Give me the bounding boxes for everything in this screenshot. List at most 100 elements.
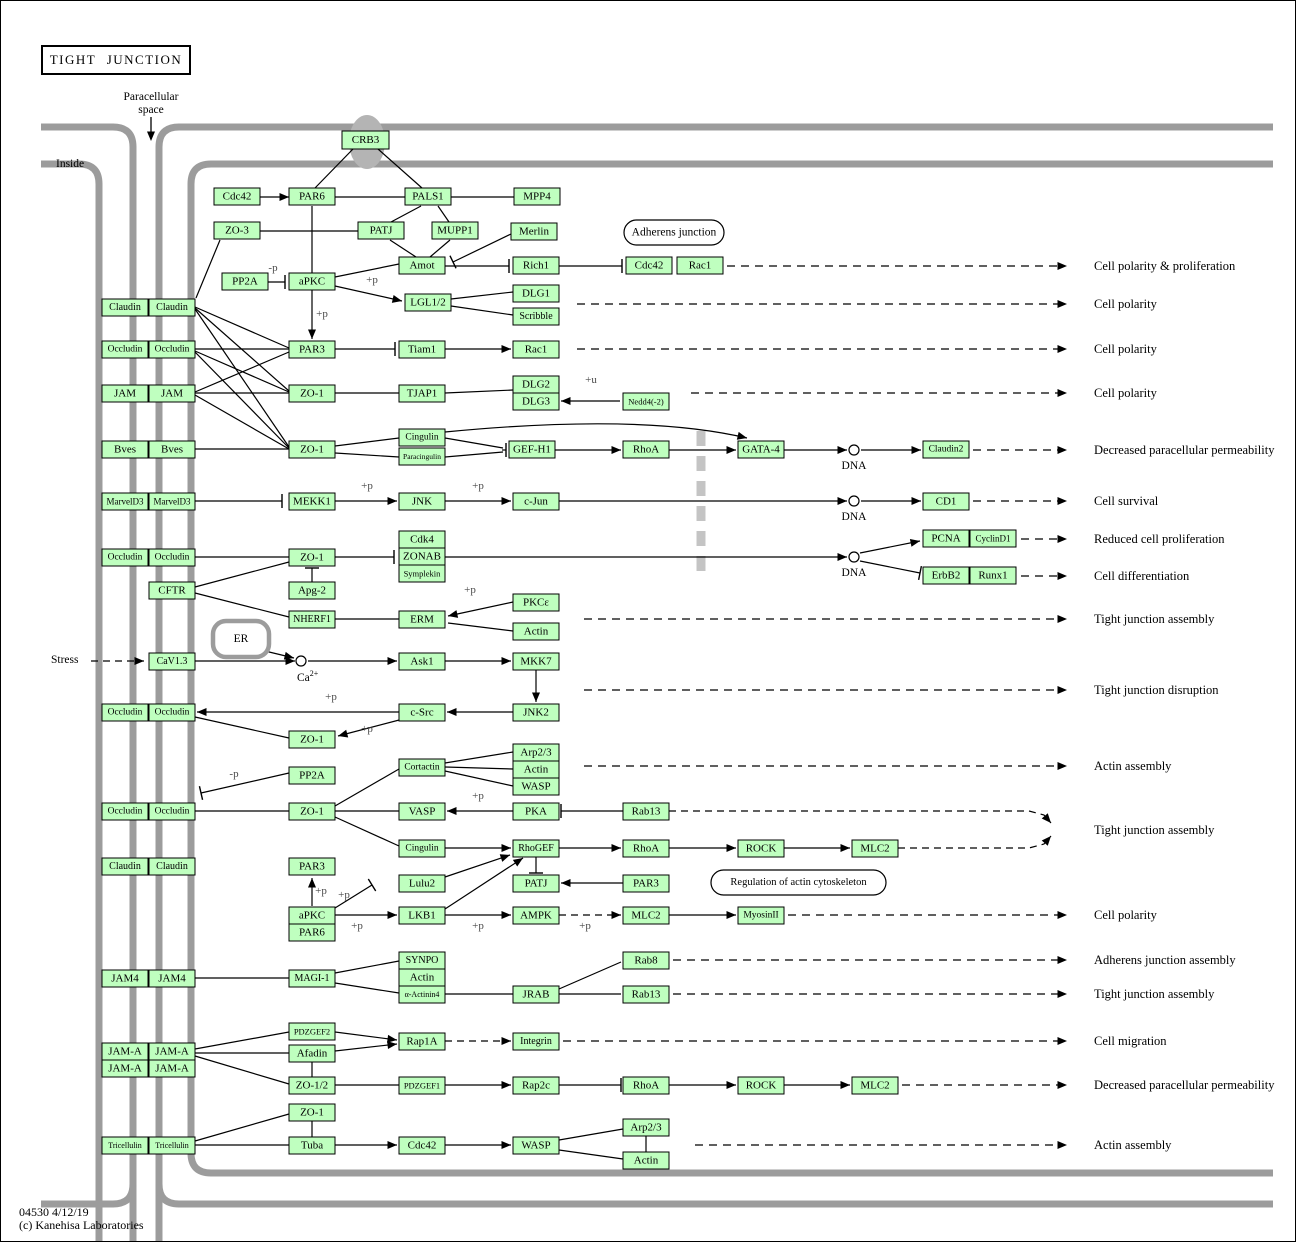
node-box[interactable] bbox=[512, 284, 560, 303]
node-cdc42-1[interactable]: Cdc42 bbox=[213, 187, 261, 206]
node-box[interactable] bbox=[288, 766, 336, 785]
node-actin-3[interactable]: Actin bbox=[398, 968, 446, 987]
node-box[interactable] bbox=[969, 529, 1017, 548]
node-box[interactable] bbox=[398, 906, 446, 925]
node-csrc[interactable]: c-Src bbox=[398, 703, 446, 722]
node-box[interactable] bbox=[510, 222, 558, 241]
node-apkc-1[interactable]: aPKC bbox=[288, 272, 336, 291]
node-box[interactable] bbox=[101, 492, 149, 511]
node-cortactin[interactable]: Cortactin bbox=[398, 758, 446, 777]
node-box[interactable] bbox=[737, 440, 785, 459]
node-box[interactable] bbox=[512, 802, 560, 821]
node-box[interactable] bbox=[398, 1136, 446, 1155]
node-box[interactable] bbox=[404, 293, 452, 312]
node-paracingulin[interactable]: Paracingulin bbox=[398, 447, 446, 466]
node-box[interactable] bbox=[676, 256, 724, 275]
node-box[interactable] bbox=[288, 969, 336, 988]
node-pkce[interactable]: PKCε bbox=[512, 593, 560, 612]
node-box[interactable] bbox=[101, 440, 149, 459]
node-occludin-4b[interactable]: Occludin bbox=[148, 802, 196, 821]
node-rac1-1[interactable]: Rac1 bbox=[676, 256, 724, 275]
node-jam-1a[interactable]: JAM bbox=[101, 384, 149, 403]
node-amot[interactable]: Amot bbox=[398, 256, 446, 275]
node-box[interactable] bbox=[357, 221, 405, 240]
node-box[interactable] bbox=[398, 492, 446, 511]
node-box[interactable] bbox=[398, 985, 446, 1004]
node-box[interactable] bbox=[737, 1076, 785, 1095]
node-box[interactable] bbox=[512, 703, 560, 722]
node-box[interactable] bbox=[622, 1118, 670, 1137]
node-jnk[interactable]: JNK bbox=[398, 492, 446, 511]
node-bves-b[interactable]: Bves bbox=[148, 440, 196, 459]
node-pcna[interactable]: PCNA bbox=[922, 529, 970, 548]
node-myosin2[interactable]: MyosinII bbox=[737, 906, 785, 925]
node-box[interactable] bbox=[622, 906, 670, 925]
node-box[interactable] bbox=[101, 340, 149, 359]
node-jrab[interactable]: JRAB bbox=[512, 985, 560, 1004]
node-rab8[interactable]: Rab8 bbox=[622, 951, 670, 970]
node-box[interactable] bbox=[622, 985, 670, 1004]
node-box[interactable] bbox=[398, 340, 446, 359]
node-cdc42-3[interactable]: Cdc42 bbox=[398, 1136, 446, 1155]
node-box[interactable] bbox=[737, 839, 785, 858]
node-integrin[interactable]: Integrin bbox=[512, 1032, 560, 1051]
node-box[interactable] bbox=[737, 906, 785, 925]
node-box[interactable] bbox=[148, 384, 196, 403]
node-pals1[interactable]: PALS1 bbox=[404, 187, 452, 206]
node-box[interactable] bbox=[148, 857, 196, 876]
node-box[interactable] bbox=[148, 340, 196, 359]
node-mkk7[interactable]: MKK7 bbox=[512, 652, 560, 671]
node-box[interactable] bbox=[512, 1032, 560, 1051]
node-box[interactable] bbox=[213, 221, 261, 240]
node-mlc2-2[interactable]: MLC2 bbox=[622, 906, 670, 925]
node-box[interactable] bbox=[398, 256, 446, 275]
node-box[interactable] bbox=[398, 703, 446, 722]
node-dlg3[interactable]: DLG3 bbox=[512, 392, 560, 411]
node-jnk2[interactable]: JNK2 bbox=[512, 703, 560, 722]
node-box[interactable] bbox=[622, 392, 670, 411]
node-erbb2[interactable]: ErbB2 bbox=[922, 566, 970, 585]
node-box[interactable] bbox=[512, 340, 560, 359]
node-pp2a-2[interactable]: PP2A bbox=[288, 766, 336, 785]
node-jama-1[interactable]: JAM-A bbox=[101, 1042, 149, 1061]
node-dlg1[interactable]: DLG1 bbox=[512, 284, 560, 303]
node-box[interactable] bbox=[213, 187, 261, 206]
node-box[interactable] bbox=[288, 923, 336, 942]
node-box[interactable] bbox=[288, 802, 336, 821]
node-box[interactable] bbox=[922, 566, 970, 585]
node-box[interactable] bbox=[851, 1076, 899, 1095]
node-box[interactable] bbox=[148, 703, 196, 722]
node-box[interactable] bbox=[148, 581, 196, 600]
node-box[interactable] bbox=[851, 839, 899, 858]
node-wasp-2[interactable]: WASP bbox=[512, 1136, 560, 1155]
node-box[interactable] bbox=[148, 969, 196, 988]
node-box[interactable] bbox=[148, 440, 196, 459]
node-symplekin[interactable]: Symplekin bbox=[398, 564, 446, 583]
node-cftr[interactable]: CFTR bbox=[148, 581, 196, 600]
node-zo1-d[interactable]: ZO-1 bbox=[288, 730, 336, 749]
node-tricellulin-b[interactable]: Tricellulin bbox=[148, 1136, 196, 1155]
node-claudin-1b[interactable]: Claudin bbox=[148, 298, 196, 317]
node-lgl12[interactable]: LGL1/2 bbox=[404, 293, 452, 312]
node-cd1[interactable]: CD1 bbox=[922, 492, 970, 511]
node-par3-2[interactable]: PAR3 bbox=[288, 857, 336, 876]
node-par6-1[interactable]: PAR6 bbox=[288, 187, 336, 206]
node-apg2[interactable]: Apg-2 bbox=[288, 581, 336, 600]
node-box[interactable] bbox=[101, 857, 149, 876]
node-cyclind1[interactable]: CyclinD1 bbox=[969, 529, 1017, 548]
node-box[interactable] bbox=[288, 730, 336, 749]
node-box[interactable] bbox=[922, 440, 970, 459]
node-box[interactable] bbox=[148, 492, 196, 511]
node-box[interactable] bbox=[398, 802, 446, 821]
node-mlc2-3[interactable]: MLC2 bbox=[851, 1076, 899, 1095]
node-pka[interactable]: PKA bbox=[512, 802, 560, 821]
node-box[interactable] bbox=[512, 777, 560, 796]
node-box[interactable] bbox=[398, 652, 446, 671]
node-rhoa-1[interactable]: RhoA bbox=[622, 440, 670, 459]
node-box[interactable] bbox=[101, 548, 149, 567]
node-magi1[interactable]: MAGI-1 bbox=[288, 969, 336, 988]
oval-shape[interactable] bbox=[623, 219, 725, 246]
node-claudin2[interactable]: Claudin2 bbox=[922, 440, 970, 459]
node-box[interactable] bbox=[512, 985, 560, 1004]
node-rhogef[interactable]: RhoGEF bbox=[512, 839, 560, 858]
